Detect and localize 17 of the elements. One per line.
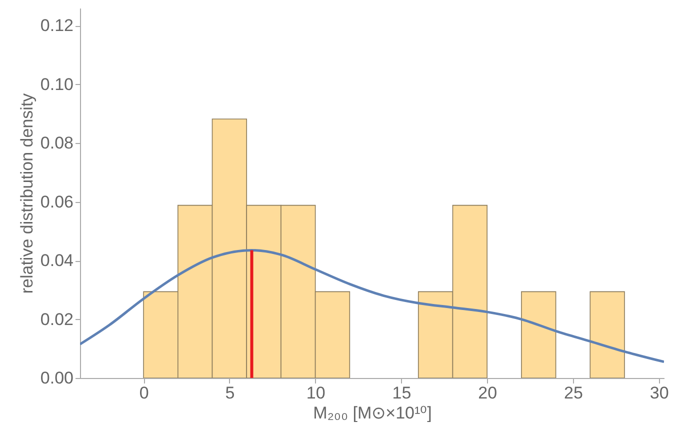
x-tick-label: 15 (392, 384, 412, 402)
line-series (80, 249, 664, 364)
y-tick-label: 0.00 (40, 368, 74, 388)
y-tick-label: 0.06 (40, 192, 74, 212)
y-axis-title: relative distribution density (17, 92, 36, 294)
x-tick-label: 10 (306, 384, 326, 402)
x-tick-label: 5 (225, 384, 235, 402)
y-tick-label: 0.08 (40, 134, 74, 153)
x-tick-label: 0 (139, 384, 149, 402)
x-tick-label: 30 (650, 384, 669, 402)
y-tick-label: 0.02 (40, 310, 74, 329)
y-tick-label: 0.12 (40, 16, 74, 36)
x-tick-label: 20 (478, 384, 498, 402)
x-axis-title: M₂₀₀ [M⊙×10¹⁰] (313, 404, 432, 422)
y-tick-label: 0.04 (40, 251, 74, 270)
y-tick-label: 0.10 (40, 74, 74, 94)
x-tick-label: 25 (564, 384, 583, 402)
